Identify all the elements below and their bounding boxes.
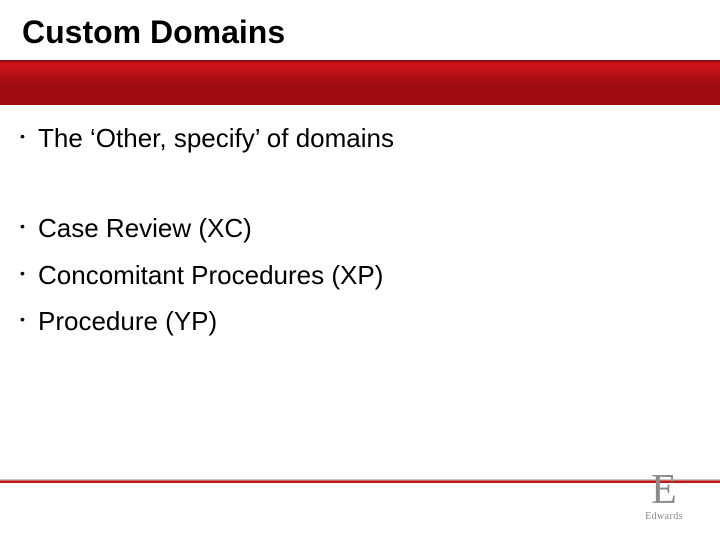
content-area: •The ‘Other, specify’ of domains•Case Re… bbox=[20, 118, 690, 347]
bullet-item: •Concomitant Procedures (XP) bbox=[20, 255, 690, 295]
edwards-logo-mark: E bbox=[651, 473, 677, 509]
edwards-logo-letter: E bbox=[651, 467, 677, 513]
bullet-text: Procedure (YP) bbox=[38, 301, 690, 341]
bullet-marker: • bbox=[20, 118, 38, 143]
slide: Custom Domains •The ‘Other, specify’ of … bbox=[0, 0, 720, 540]
edwards-logo: E Edwards bbox=[632, 466, 696, 522]
bullet-item: •The ‘Other, specify’ of domains bbox=[20, 118, 690, 158]
bullet-text: The ‘Other, specify’ of domains bbox=[38, 118, 690, 158]
header-red-band bbox=[0, 60, 720, 105]
bullet-item: •Procedure (YP) bbox=[20, 301, 690, 341]
slide-title: Custom Domains bbox=[22, 14, 285, 51]
bullet-item: •Case Review (XC) bbox=[20, 208, 690, 248]
bullet-marker: • bbox=[20, 301, 38, 326]
bullet-text: Case Review (XC) bbox=[38, 208, 690, 248]
bullet-group-gap bbox=[20, 164, 690, 208]
bullet-marker: • bbox=[20, 208, 38, 233]
bullet-text: Concomitant Procedures (XP) bbox=[38, 255, 690, 295]
bullet-marker: • bbox=[20, 255, 38, 280]
footer-divider bbox=[0, 479, 720, 483]
